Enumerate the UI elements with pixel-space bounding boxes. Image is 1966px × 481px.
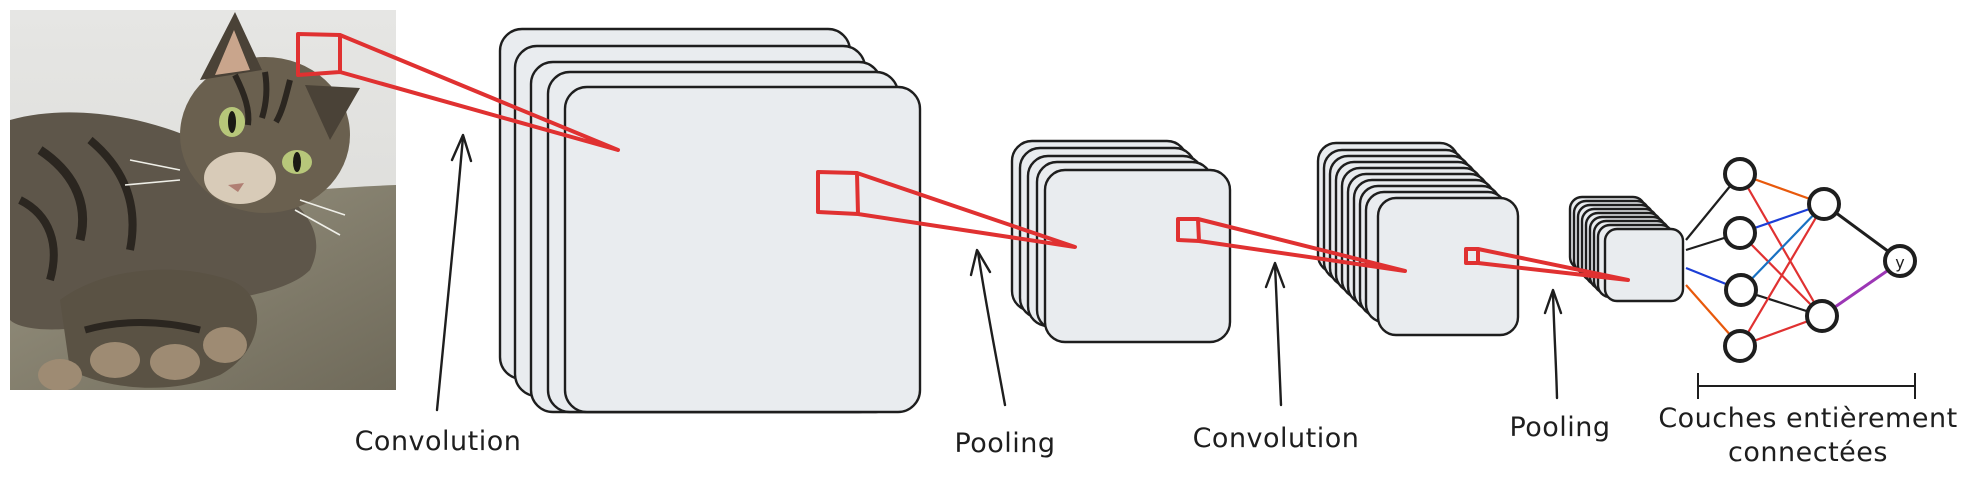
feature-maps-conv2-stack [1316,141,1520,337]
feature-maps-conv1-stack [498,27,922,414]
feature-maps-pool1-stack [1010,139,1232,344]
network-node [1724,273,1758,307]
fully-connected-bracket [1697,373,1916,399]
label-pooling-1: Pooling [954,428,1055,459]
connection-wire [1739,232,1823,317]
label-convolution-2: Convolution [1193,423,1360,454]
label-convolution-1: Convolution [355,426,522,457]
arrow-up-icon [969,248,1007,407]
arrow-up-icon [1543,288,1563,400]
connection-wire [1739,203,1825,347]
network-node [1723,157,1757,191]
receptive-field-kernels [296,32,1630,282]
label-fully-connected-line1: Couches entièrement [1658,403,1957,434]
kernel-projection-2 [816,170,1077,249]
feature-maps-pool2-stack [1568,195,1685,303]
feature-map [1043,168,1232,344]
kernel-projection-4 [1464,247,1630,282]
network-node [1723,329,1757,363]
label-pooling-2: Pooling [1509,412,1610,443]
connection-wire [1740,203,1825,291]
output-node [1883,244,1917,278]
arrow-up-icon [1264,261,1286,407]
connection-wire [1739,173,1823,317]
kernel-projection-3 [1176,217,1407,273]
label-fully-connected-line2: connectées [1728,437,1888,468]
fully-connected-network: y [1685,157,1917,399]
annotation-arrows [435,133,1563,412]
network-node [1723,216,1757,250]
feature-map [1603,227,1685,303]
output-node-label: y [1895,253,1904,272]
network-node [1807,187,1841,221]
feature-map [563,85,922,414]
network-node [1805,299,1839,333]
arrow-up-icon [435,133,473,412]
